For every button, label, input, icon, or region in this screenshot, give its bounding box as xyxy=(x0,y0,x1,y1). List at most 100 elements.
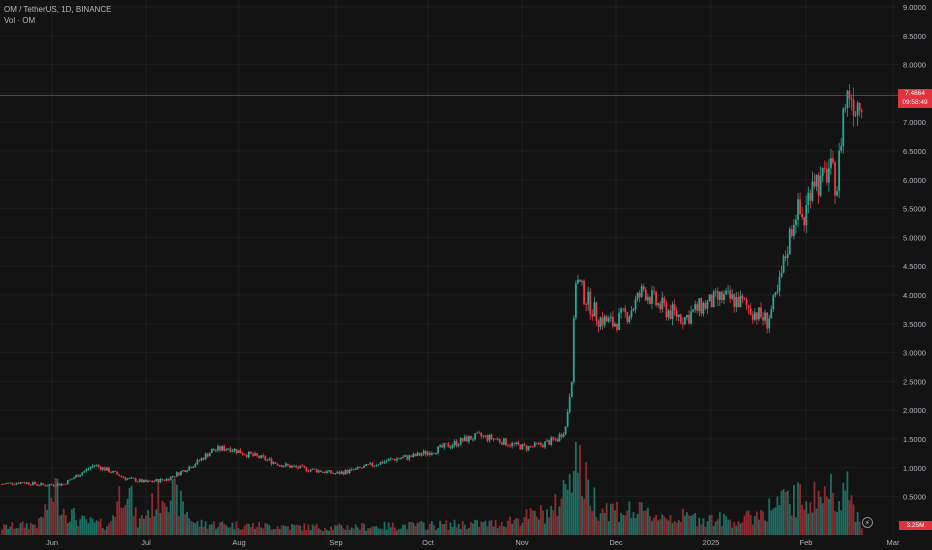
volume-bar xyxy=(93,522,96,535)
volume-bar xyxy=(521,522,524,535)
volume-bar xyxy=(356,527,359,535)
volume-bar xyxy=(391,522,394,535)
candle-body xyxy=(77,475,80,477)
candle-body xyxy=(702,302,705,314)
volume-bar xyxy=(249,527,252,535)
volume-bar xyxy=(646,507,649,535)
candle-body xyxy=(723,294,725,300)
volume-bar xyxy=(799,484,801,535)
candle-body xyxy=(60,483,63,486)
candle-body xyxy=(780,272,783,277)
candle-body xyxy=(815,175,818,187)
candle-body xyxy=(605,316,608,322)
volume-bar xyxy=(340,525,343,535)
volume-bar xyxy=(149,517,151,535)
candle-body xyxy=(556,439,559,442)
volume-bar xyxy=(519,525,522,535)
candle-body xyxy=(554,439,557,441)
candle-body xyxy=(675,310,678,318)
candle-body xyxy=(287,463,289,466)
volume-bar xyxy=(704,526,707,535)
volume-bar xyxy=(457,523,460,535)
candle-body xyxy=(570,382,573,398)
candle-body xyxy=(202,458,205,460)
volume-bar xyxy=(470,522,472,535)
volume-bar xyxy=(301,530,304,535)
volume-bar xyxy=(688,515,690,535)
candle-body xyxy=(496,438,499,440)
candle-body xyxy=(774,292,777,296)
volume-bar xyxy=(642,510,645,535)
volume-bar xyxy=(698,517,701,535)
candle-body xyxy=(540,443,542,446)
candle-body xyxy=(595,302,598,321)
candle-body xyxy=(326,471,328,474)
volume-bar xyxy=(653,517,655,535)
candle-body xyxy=(225,449,228,451)
candle-body xyxy=(7,482,10,484)
candle-body xyxy=(776,291,779,293)
candle-body xyxy=(451,445,454,448)
volume-bar xyxy=(163,502,166,535)
candle-body xyxy=(217,446,219,451)
volume-bar xyxy=(478,526,481,535)
volume-bar xyxy=(430,521,433,535)
volume-bar xyxy=(3,524,5,535)
candle-body xyxy=(782,256,785,273)
candle-body xyxy=(721,291,723,300)
volume-bar xyxy=(533,510,536,535)
candle-body xyxy=(607,318,610,322)
candle-body xyxy=(313,468,316,470)
volume-bar xyxy=(496,528,499,535)
volume-bar xyxy=(527,518,530,535)
volume-bar xyxy=(844,490,847,535)
volume-bar xyxy=(75,520,77,535)
candle-body xyxy=(321,471,324,473)
volume-bar xyxy=(91,518,94,535)
volume-bar xyxy=(309,530,312,535)
volume-bar xyxy=(381,529,384,535)
volume-bar xyxy=(840,510,843,535)
volume-bar xyxy=(702,518,705,535)
volume-bar xyxy=(823,486,826,535)
volume-bar xyxy=(140,514,143,535)
candle-body xyxy=(737,297,740,308)
symbol-title[interactable]: OM / TetherUS, 1D, BINANCE xyxy=(4,5,112,14)
volume-bar xyxy=(396,530,398,535)
time-axis[interactable]: Jun Jul Aug Sep Oct Nov Dec 2025 Feb Mar xyxy=(46,538,900,547)
volume-bar xyxy=(465,528,468,535)
volume-bar xyxy=(570,492,573,535)
volume-bar xyxy=(558,506,561,535)
volume-bar xyxy=(256,527,258,535)
candle-body xyxy=(420,454,423,456)
candle-body xyxy=(708,294,711,302)
volume-bar xyxy=(348,529,351,535)
candle-body xyxy=(272,462,275,464)
volume-bar xyxy=(315,523,318,535)
volume-bar xyxy=(414,526,417,535)
volume-bar xyxy=(492,526,495,535)
lightning-icon[interactable]: ⚡ xyxy=(862,517,873,528)
volume-bar xyxy=(437,527,439,535)
candle-body xyxy=(753,312,756,320)
volume-bar xyxy=(560,498,563,535)
price-tick-label: 1.5000 xyxy=(903,435,926,444)
volume-bar xyxy=(29,522,32,535)
volume-indicator-label[interactable]: Vol · OM xyxy=(4,16,36,25)
candle-body xyxy=(194,464,197,467)
volume-bar xyxy=(649,516,651,535)
candle-body xyxy=(143,479,145,483)
time-tick-label: Sep xyxy=(329,538,342,547)
candle-body xyxy=(572,318,575,383)
candle-body xyxy=(792,224,795,236)
volume-bar xyxy=(416,522,419,535)
volume-bar xyxy=(537,519,540,535)
volume-bar xyxy=(459,528,462,535)
volume-bar xyxy=(247,523,250,535)
candle-body xyxy=(601,317,604,326)
volume-bar xyxy=(219,522,221,535)
volume-bar xyxy=(424,529,427,535)
candle-body xyxy=(338,471,341,474)
volume-bar xyxy=(634,518,637,535)
